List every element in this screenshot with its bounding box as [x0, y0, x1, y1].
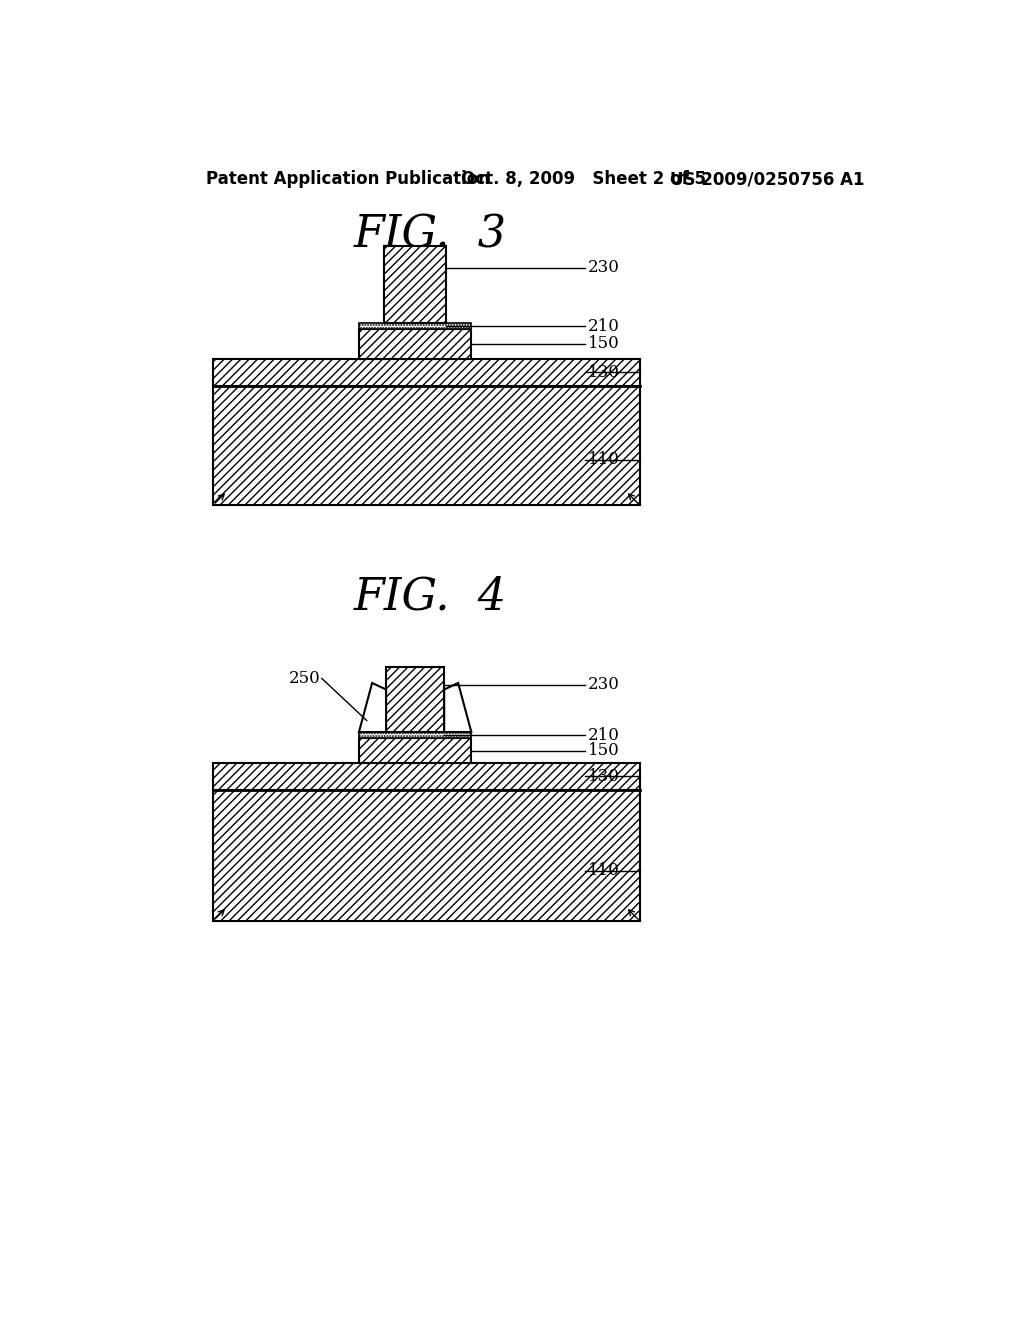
Bar [213, 789, 640, 921]
Text: 130: 130 [588, 363, 620, 380]
Text: 110: 110 [588, 451, 620, 469]
Text: 230: 230 [588, 259, 620, 276]
Text: FIG.  3: FIG. 3 [353, 214, 507, 257]
Text: 230: 230 [588, 676, 620, 693]
Bar [213, 359, 640, 385]
Text: 210: 210 [588, 318, 620, 335]
Text: 210: 210 [588, 726, 620, 743]
Bar [359, 330, 471, 359]
Bar [384, 246, 445, 323]
Text: Oct. 8, 2009   Sheet 2 of 5: Oct. 8, 2009 Sheet 2 of 5 [461, 170, 707, 189]
Polygon shape [444, 682, 471, 733]
Text: FIG.  4: FIG. 4 [353, 576, 507, 619]
Text: 130: 130 [588, 768, 620, 785]
Text: 250: 250 [289, 669, 321, 686]
Text: 150: 150 [588, 742, 620, 759]
Bar [359, 738, 471, 763]
Text: Patent Application Publication: Patent Application Publication [206, 170, 489, 189]
Bar [213, 763, 640, 789]
Text: 110: 110 [588, 862, 620, 879]
Bar [386, 667, 444, 733]
Polygon shape [359, 682, 386, 733]
Text: 150: 150 [588, 335, 620, 352]
Bar [213, 385, 640, 506]
Text: US 2009/0250756 A1: US 2009/0250756 A1 [671, 170, 865, 189]
Bar [359, 323, 471, 330]
Bar [359, 733, 471, 738]
